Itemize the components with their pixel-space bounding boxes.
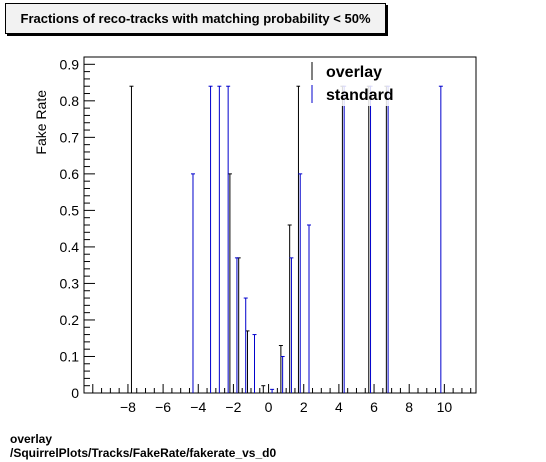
x-tick-label: 2 — [300, 399, 308, 415]
legend: overlay standard — [300, 62, 404, 106]
x-tick-label: 6 — [370, 399, 378, 415]
y-tick-label: 0.9 — [60, 56, 80, 72]
series-overlay — [129, 85, 389, 393]
y-tick-label: 0.5 — [60, 202, 80, 218]
x-tick-label: 8 — [405, 399, 413, 415]
y-axis-label: Fake Rate — [33, 90, 49, 155]
x-axis-ticks: −8 −6 −4 −2 0 2 4 6 8 10 — [92, 384, 472, 415]
y-tick-label: 0.1 — [60, 348, 80, 364]
x-tick-label: −6 — [155, 399, 171, 415]
x-tick-label: 4 — [335, 399, 343, 415]
footer-dataset-label: overlay — [10, 432, 53, 446]
x-tick-label: −8 — [120, 399, 136, 415]
legend-box — [300, 62, 404, 106]
y-tick-label: 0.8 — [60, 93, 80, 109]
chart-title: Fractions of reco-tracks with matching p… — [20, 11, 371, 26]
x-tick-label: 0 — [265, 399, 273, 415]
y-tick-label: 0.3 — [60, 275, 80, 291]
y-tick-label: 0.6 — [60, 166, 80, 182]
x-tick-label: −4 — [190, 399, 206, 415]
y-tick-label: 0 — [71, 385, 79, 401]
legend-label-overlay: overlay — [326, 64, 382, 81]
y-tick-label: 0.4 — [60, 239, 80, 255]
series-layer — [129, 85, 443, 393]
y-tick-label: 0.2 — [60, 312, 80, 328]
chart-title-box: Fractions of reco-tracks with matching p… — [5, 3, 386, 34]
series-standard — [190, 85, 443, 393]
footer-path-label: /SquirrelPlots/Tracks/FakeRate/fakerate_… — [10, 446, 277, 460]
y-axis-ticks: 0 0.1 0.2 0.3 0.4 0.5 0.6 0.7 0.8 0.9 — [60, 56, 95, 401]
y-tick-label: 0.7 — [60, 129, 80, 145]
x-tick-label: 10 — [437, 399, 453, 415]
plot-frame — [83, 56, 477, 394]
x-tick-label: −2 — [225, 399, 241, 415]
legend-label-standard: standard — [326, 87, 394, 104]
